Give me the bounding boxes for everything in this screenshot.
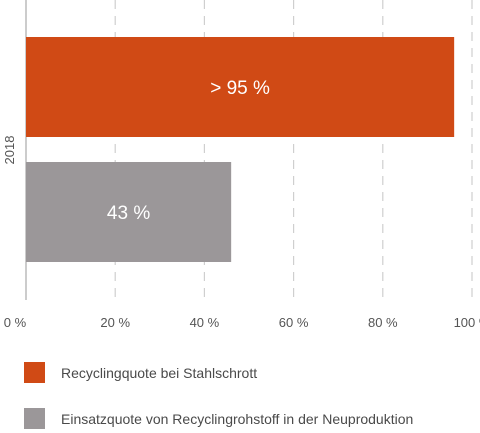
x-tick-label-0: 0 % (4, 315, 27, 330)
bar-chart: 2018 > 95 % 43 % 0 % 20 % 40 % 60 % 80 % 100 % (2, 0, 480, 330)
x-tick-label-2: 40 % (190, 315, 220, 330)
legend-label-recyclingquote: Recyclingquote bei Stahlschrott (61, 364, 258, 381)
x-tick-label-3: 60 % (279, 315, 309, 330)
legend-label-einsatzquote: Einsatzquote von Recyclingrohstoff in de… (61, 410, 414, 427)
bar-value-label-1: 43 % (107, 203, 150, 224)
x-axis-ticks: 0 % 20 % 40 % 60 % 80 % 100 % (4, 315, 480, 330)
x-tick-label-4: 80 % (368, 315, 398, 330)
x-tick-label-5: 100 % (454, 315, 480, 330)
legend-item-recyclingquote: Recyclingquote bei Stahlschrott (24, 362, 257, 383)
bar-einsatzquote (26, 162, 232, 262)
category-label-2018: 2018 (2, 136, 17, 165)
legend-swatch-gray (24, 408, 45, 429)
x-tick-label-1: 20 % (100, 315, 130, 330)
bar-recyclingquote (26, 37, 455, 137)
legend-swatch-orange (24, 362, 45, 383)
bar-value-label-0: > 95 % (210, 78, 270, 99)
legend-item-einsatzquote: Einsatzquote von Recyclingrohstoff in de… (24, 408, 413, 429)
bars: > 95 % 43 % (26, 37, 455, 262)
